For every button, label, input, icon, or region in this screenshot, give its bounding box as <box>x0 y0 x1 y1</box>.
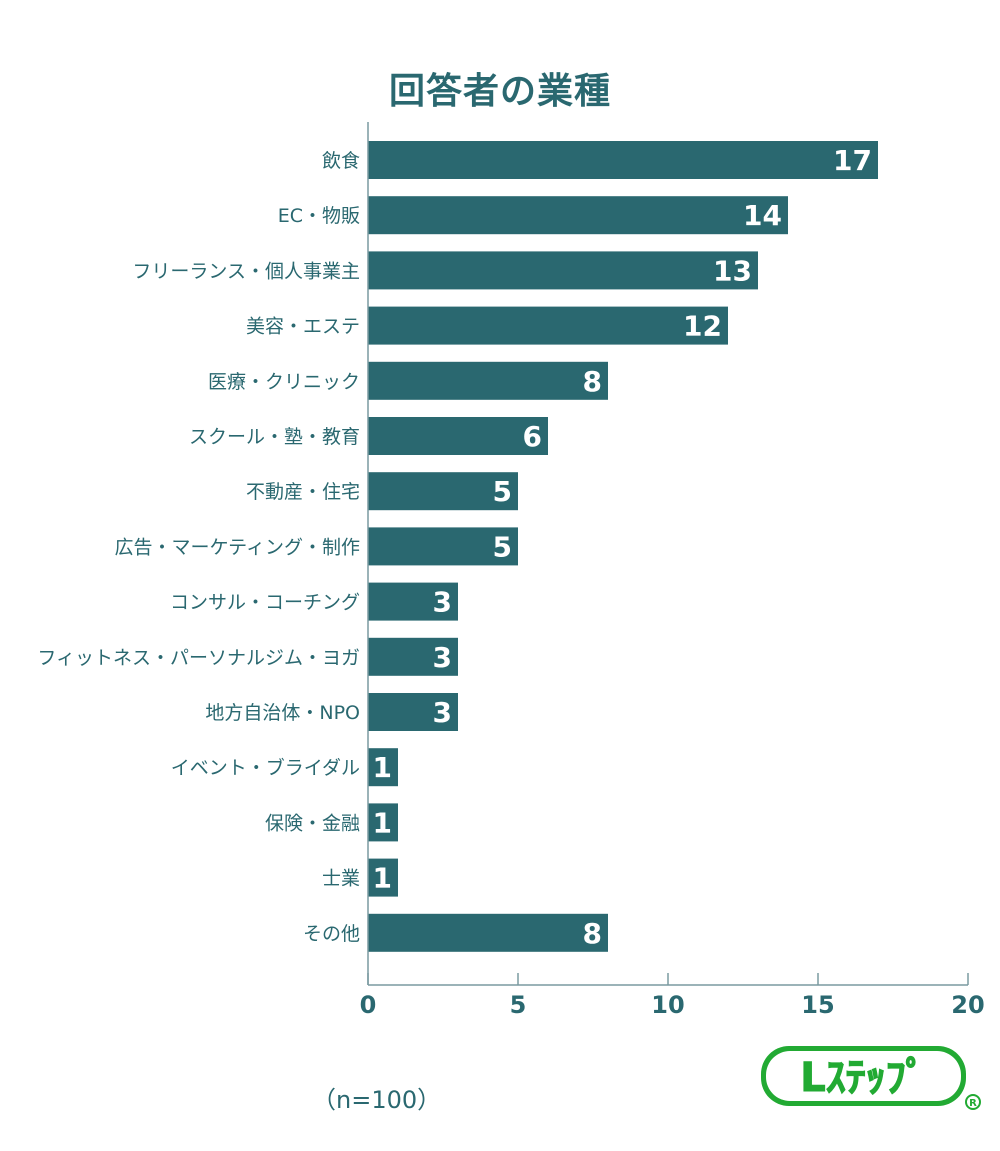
svg-text:R: R <box>969 1098 977 1109</box>
category-label: その他 <box>303 923 360 945</box>
data-label: 8 <box>583 917 602 950</box>
lstep-logo: Lｽﾃｯﾌﾟ R <box>761 1046 981 1110</box>
data-label: 1 <box>373 862 392 895</box>
x-tick-label: 15 <box>801 991 834 1019</box>
x-tick-label: 5 <box>510 991 527 1019</box>
data-label: 5 <box>493 475 512 508</box>
category-label: 医療・クリニック <box>208 371 360 393</box>
bar <box>368 361 608 400</box>
category-label: イベント・ブライダル <box>171 756 360 779</box>
bar <box>368 913 608 952</box>
category-label: 保険・金融 <box>265 812 360 834</box>
data-label: 14 <box>743 199 782 232</box>
data-label: 17 <box>833 144 872 177</box>
chart-title: 回答者の業種 <box>388 71 611 112</box>
bar <box>368 693 458 731</box>
bar <box>368 637 458 676</box>
data-label: 3 <box>433 696 452 729</box>
data-label: 5 <box>493 530 512 563</box>
category-label: 士業 <box>322 868 360 890</box>
category-label: 広告・マーケティング・制作 <box>115 536 360 558</box>
data-label: 12 <box>683 310 722 343</box>
bar <box>368 251 758 290</box>
category-label: 不動産・住宅 <box>246 481 360 503</box>
category-label: コンサル・コーチング <box>170 592 360 614</box>
x-tick-label: 20 <box>951 991 984 1019</box>
bar <box>368 306 728 345</box>
data-label: 6 <box>523 420 542 453</box>
category-label: EC・物販 <box>278 205 360 227</box>
category-label: 飲食 <box>322 150 360 172</box>
x-tick-label: 0 <box>360 991 377 1019</box>
category-label: 地方自治体・NPO <box>205 702 360 724</box>
data-label: 8 <box>583 365 602 398</box>
bar <box>368 196 788 235</box>
data-label: 1 <box>373 751 392 784</box>
bar <box>368 803 398 842</box>
bar <box>368 748 398 787</box>
bar <box>368 527 518 566</box>
data-label: 3 <box>433 641 452 674</box>
category-label: フィットネス・パーソナルジム・ヨガ <box>37 647 360 669</box>
category-label: フリーランス・個人事業主 <box>132 260 360 282</box>
svg-text:Lｽﾃｯﾌﾟ: Lｽﾃｯﾌﾟ <box>800 1055 926 1101</box>
data-label: 1 <box>373 806 392 839</box>
bar <box>368 141 878 179</box>
bar <box>368 472 518 511</box>
bar <box>368 417 548 455</box>
category-label: 美容・エステ <box>246 316 360 338</box>
x-tick-label: 10 <box>651 991 684 1019</box>
data-label: 3 <box>433 586 452 619</box>
category-label: スクール・塾・教育 <box>189 426 360 448</box>
data-label: 13 <box>713 254 752 287</box>
bar <box>368 582 458 621</box>
sample-size-note: （n=100） <box>312 1086 442 1114</box>
bar <box>368 858 398 897</box>
